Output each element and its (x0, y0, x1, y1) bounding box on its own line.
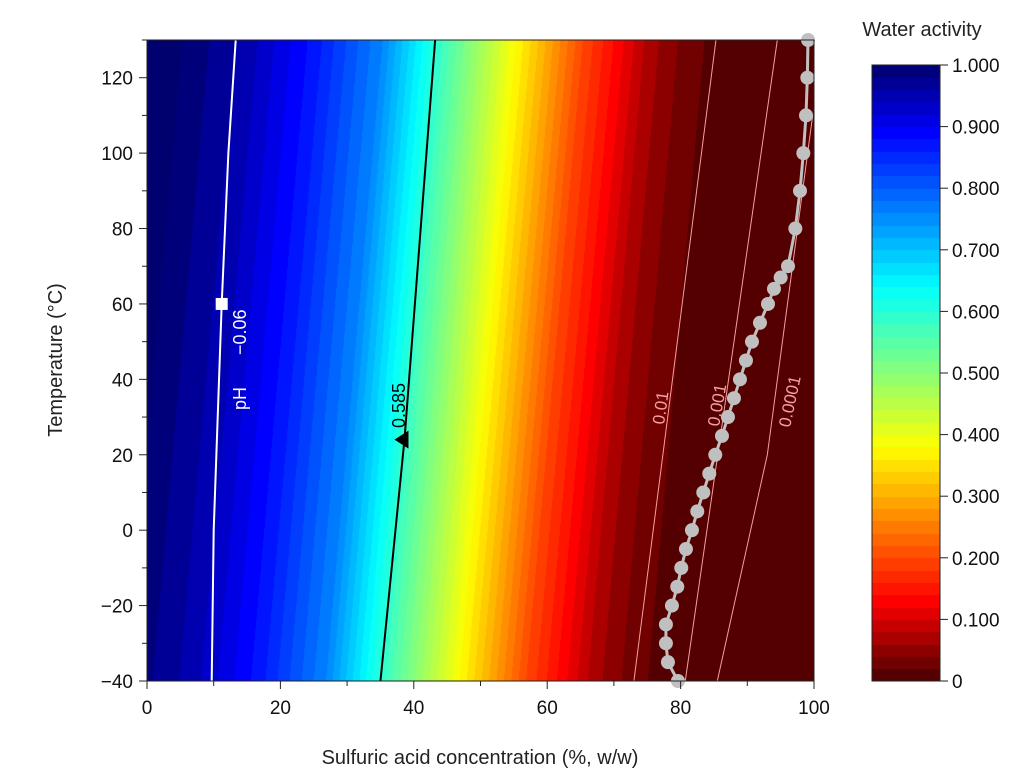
data-point (702, 466, 717, 481)
data-point (792, 183, 807, 198)
x-tick-label: 100 (798, 698, 830, 719)
data-point (800, 70, 815, 85)
colorbar-tick-label: 0.400 (952, 426, 1000, 447)
colorbar-frame (871, 64, 941, 682)
y-axis-label: Temperature (°C) (45, 283, 67, 437)
colorbar-tick-label: 0.200 (952, 549, 1000, 570)
square-marker (215, 297, 228, 310)
triangle-marker (394, 430, 409, 449)
data-point (658, 636, 673, 651)
contour-label-00001: 0.0001 (775, 374, 804, 429)
data-point (732, 372, 747, 387)
colorbar-tick-label: 0 (952, 672, 963, 693)
data-point (670, 579, 685, 594)
data-point (773, 270, 788, 285)
data-point (720, 410, 735, 425)
contour-label-001: 0.01 (649, 390, 672, 425)
data-point (714, 428, 729, 443)
data-point (664, 598, 679, 613)
plot-overlay (210, 33, 815, 688)
x-axis-label: Sulfuric acid concentration (%, w/w) (322, 747, 639, 769)
colorbar-tick-label: 0.600 (952, 302, 1000, 323)
data-point (738, 353, 753, 368)
y-tick-label: −20 (101, 597, 133, 618)
heatmap (147, 40, 814, 681)
data-point (744, 334, 759, 349)
colorbar-title: Water activity (862, 19, 981, 41)
contour-line-1 (379, 39, 437, 682)
colorbar-tick-label: 0.300 (952, 487, 1000, 508)
data-point (796, 146, 811, 161)
contour-label-0585: 0.585 (389, 383, 409, 428)
contour-line-3 (684, 39, 778, 682)
colorbar-tick-label: 1.000 (952, 56, 1000, 77)
axes: 0 20 40 60 80 100 −40 −20 0 20 40 60 80 100 120 0 0.100 0… (101, 39, 1000, 719)
plot-frame (146, 39, 815, 682)
y-tick-label: 0 (122, 521, 133, 542)
data-point (766, 281, 781, 296)
data-point (696, 485, 711, 500)
data-point (780, 259, 795, 274)
data-point (660, 655, 675, 670)
contour-line-2 (633, 39, 717, 682)
data-point (678, 542, 693, 557)
colorbar (872, 65, 940, 681)
colorbar-tick-label: 0.700 (952, 241, 1000, 262)
y-tick-label: 20 (112, 446, 133, 467)
y-tick-label: 100 (101, 144, 133, 165)
data-point (798, 108, 813, 123)
x-tick-label: 60 (537, 698, 558, 719)
data-point (708, 447, 723, 462)
colorbar-tick-label: 0.100 (952, 610, 1000, 631)
data-point (760, 296, 775, 311)
colorbar-tick-label: 0.900 (952, 118, 1000, 139)
colorbar-tick-label: 0.500 (952, 364, 1000, 385)
y-tick-label: 40 (112, 370, 133, 391)
x-tick-label: 0 (142, 698, 153, 719)
contour-label-ph-value: −0.06 (230, 309, 250, 355)
x-tick-label: 80 (670, 698, 691, 719)
x-tick-label: 20 (270, 698, 291, 719)
y-tick-label: −40 (101, 672, 133, 693)
contour-label-ph: pH (230, 387, 250, 410)
y-tick-label: 60 (112, 295, 133, 316)
contour-line-0 (210, 39, 237, 682)
data-point (674, 560, 689, 575)
y-tick-label: 120 (101, 69, 133, 90)
data-point (658, 617, 673, 632)
data-point (726, 391, 741, 406)
series-line (664, 39, 810, 682)
y-tick-label: 80 (112, 220, 133, 241)
colorbar-tick-label: 0.800 (952, 179, 1000, 200)
x-tick-label: 40 (403, 698, 424, 719)
data-point (690, 504, 705, 519)
data-point (684, 523, 699, 538)
data-point (788, 221, 803, 236)
data-point (752, 315, 767, 330)
